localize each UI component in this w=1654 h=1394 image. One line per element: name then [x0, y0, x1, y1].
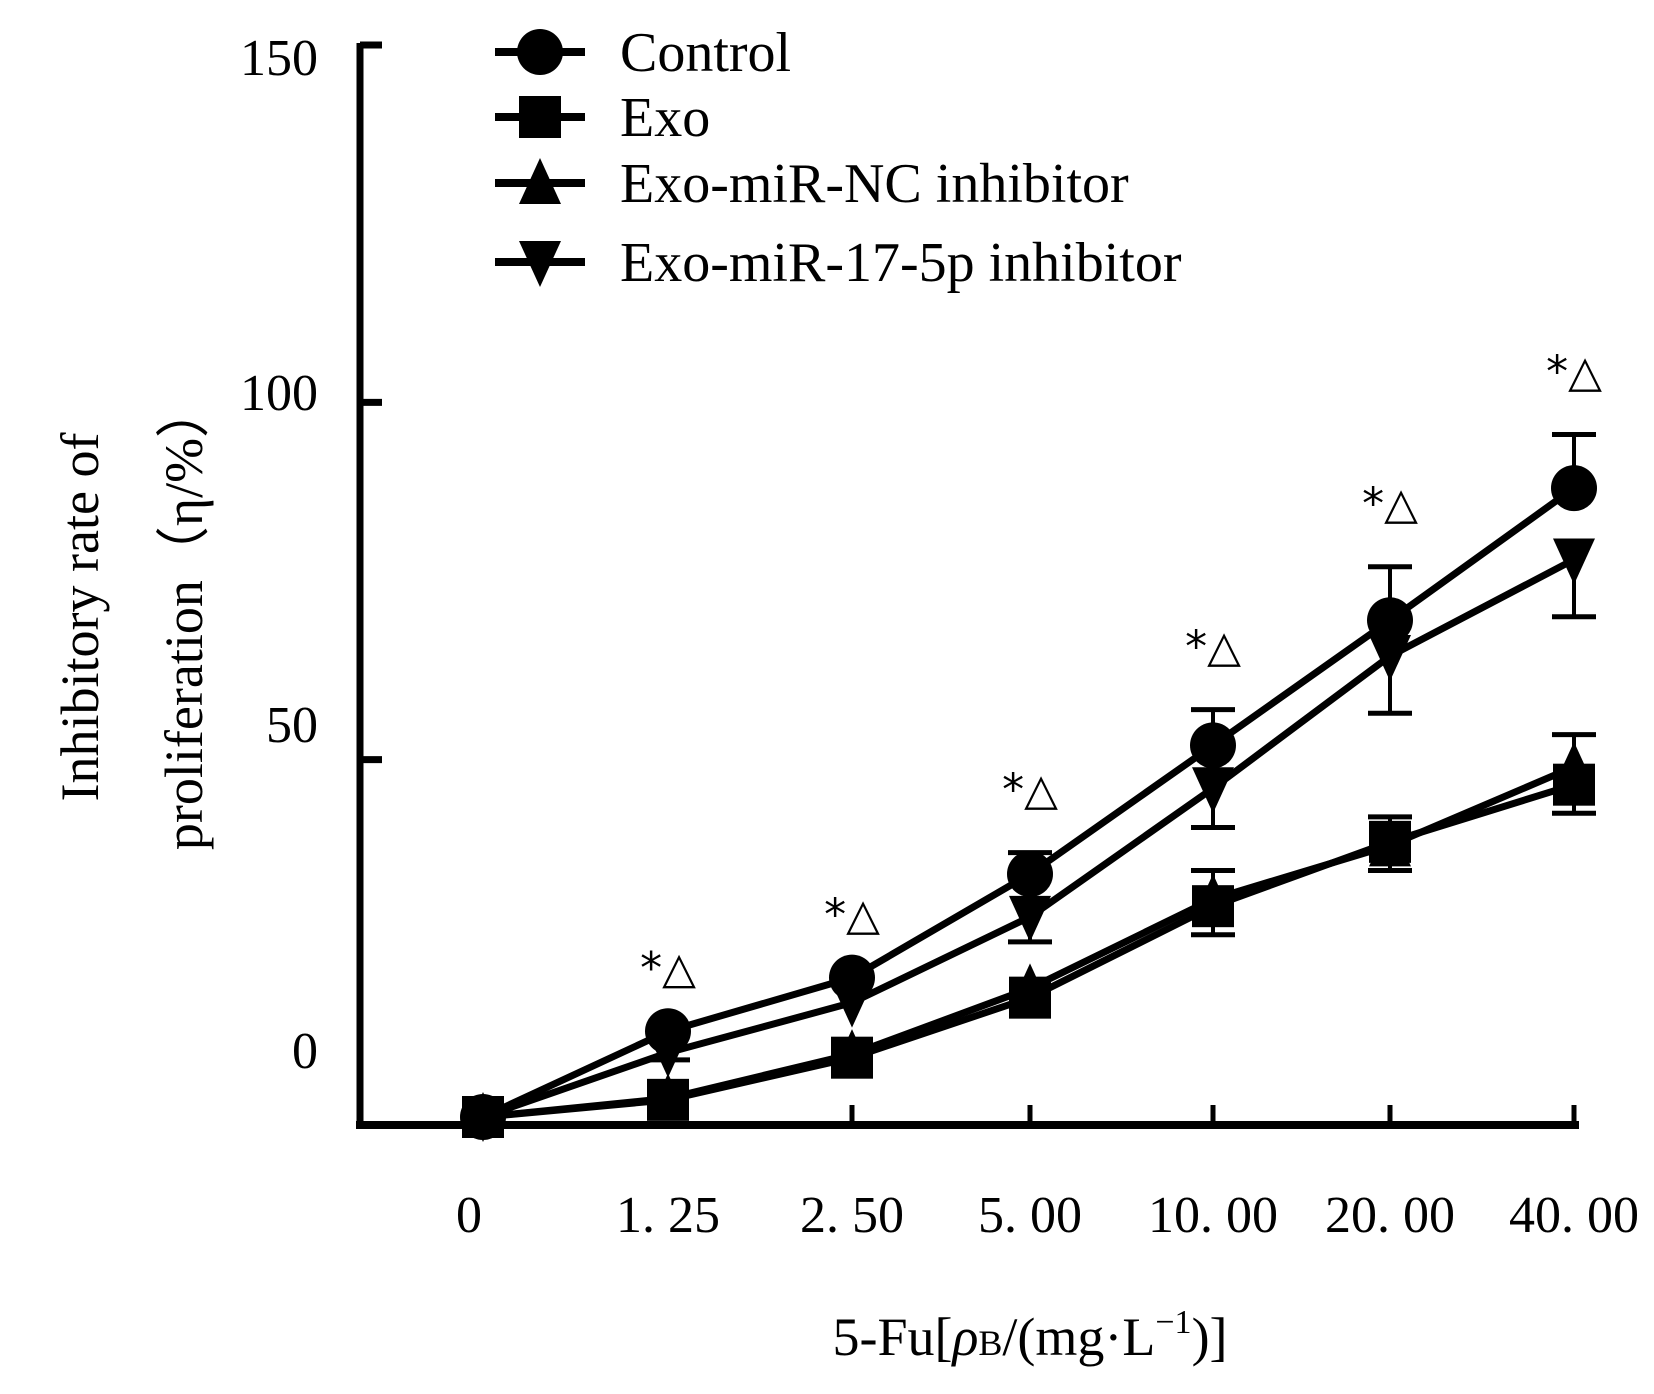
legend-label: Exo-miR-17-5p inhibitor	[620, 232, 1182, 294]
series-layer	[460, 431, 1597, 1142]
triangle-down-marker	[1369, 635, 1411, 682]
x-tick-label: 20. 00	[1325, 1187, 1455, 1244]
significance-annotation: *△	[640, 943, 696, 994]
legend-label: Exo-miR-NC inhibitor	[620, 153, 1129, 215]
y-tick-label: 150	[240, 30, 318, 87]
x-axis-title-rho: ρ	[950, 1307, 978, 1367]
series-control	[460, 431, 1597, 1140]
triangle-up-marker	[1009, 963, 1051, 1010]
circle-marker	[829, 954, 875, 1001]
x-axis-title-suffix: )]	[1192, 1307, 1228, 1367]
x-axis-title-mid: /(mg·L	[1002, 1307, 1155, 1367]
triangle-up-marker	[1369, 820, 1411, 867]
significance-annotation: *△	[1185, 622, 1241, 673]
significance-annotation: *△	[1546, 346, 1602, 397]
triangle-down-marker	[1553, 538, 1595, 585]
circle-marker	[1190, 722, 1236, 769]
triangle-up-marker	[647, 1073, 689, 1120]
circle-marker	[645, 1008, 691, 1055]
legend-label: Exo	[620, 87, 710, 149]
x-axis-title: 5-Fu[ρB/(mg·L−1)]	[832, 1304, 1227, 1367]
x-axis-title-sub: B	[978, 1323, 1002, 1363]
x-tick-label: 0	[456, 1187, 482, 1244]
legend-label: Control	[620, 22, 791, 84]
circle-marker	[1551, 465, 1597, 512]
x-ticks: 0 1. 25 2. 50 5. 00 10. 00 20. 00 40. 00	[456, 1105, 1639, 1244]
x-axis-title-prefix: 5-Fu[	[832, 1307, 952, 1367]
x-tick-label: 1. 25	[616, 1187, 720, 1244]
y-axis-title-line2: proliferation（η/%）	[154, 384, 214, 850]
y-axis-title-line1: Inhibitory rate of	[50, 433, 110, 802]
x-axis-title-sup: −1	[1155, 1304, 1191, 1341]
triangle-down-marker	[1009, 895, 1051, 942]
legend-item: Control	[495, 22, 791, 84]
y-tick-label: 0	[292, 1023, 318, 1080]
square-marker	[519, 96, 561, 138]
significance-annotation: *△	[824, 890, 880, 941]
circle-marker	[517, 29, 563, 75]
x-tick-label: 40. 00	[1509, 1187, 1639, 1244]
y-tick-label: 50	[266, 697, 318, 754]
triangle-up-marker	[1553, 741, 1595, 788]
circle-marker	[1007, 851, 1053, 898]
x-tick-label: 10. 00	[1148, 1187, 1278, 1244]
series-exo	[462, 763, 1596, 1138]
triangle-up-marker	[831, 1029, 873, 1076]
legend-item: Exo-miR-17-5p inhibitor	[495, 232, 1182, 294]
triangle-up-marker	[519, 158, 561, 204]
annotations: *△ *△ *△ *△ *△ *△	[640, 346, 1602, 994]
triangle-down-marker	[519, 241, 561, 287]
triangle-down-marker	[1192, 767, 1234, 814]
significance-annotation: *△	[1002, 765, 1058, 816]
significance-annotation: *△	[1362, 479, 1418, 530]
legend-item: Exo	[495, 87, 710, 149]
x-tick-label: 5. 00	[978, 1187, 1082, 1244]
y-ticks: 150 100 50 0	[240, 30, 382, 1080]
triangle-up-marker	[1192, 874, 1234, 921]
circle-marker	[1367, 597, 1413, 644]
axes	[356, 43, 1579, 1129]
y-tick-label: 100	[240, 365, 318, 422]
circle-marker	[460, 1094, 506, 1140]
legend-item: Exo-miR-NC inhibitor	[495, 153, 1129, 215]
x-tick-label: 2. 50	[800, 1187, 904, 1244]
